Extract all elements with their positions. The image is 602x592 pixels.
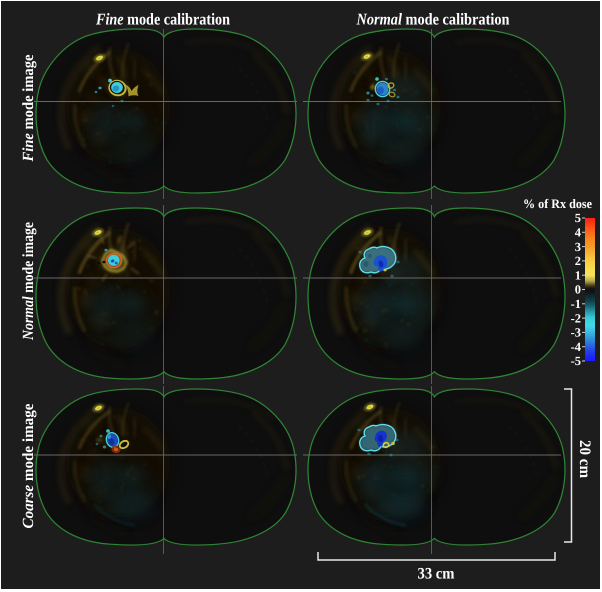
svg-text:% of Rx dose: % of Rx dose bbox=[523, 196, 592, 211]
svg-text:0: 0 bbox=[575, 283, 581, 297]
svg-text:-3: -3 bbox=[571, 326, 581, 340]
svg-text:4: 4 bbox=[575, 226, 582, 240]
svg-text:1: 1 bbox=[575, 268, 581, 282]
svg-text:Coarse mode image: Coarse mode image bbox=[20, 403, 37, 528]
svg-text:33 cm: 33 cm bbox=[418, 566, 456, 583]
svg-text:Normal mode image: Normal mode image bbox=[20, 222, 37, 341]
svg-text:-2: -2 bbox=[571, 311, 581, 325]
svg-text:-5: -5 bbox=[571, 354, 581, 368]
svg-text:3: 3 bbox=[575, 240, 581, 254]
svg-text:-1: -1 bbox=[571, 297, 581, 311]
svg-text:5: 5 bbox=[575, 211, 581, 225]
svg-text:-4: -4 bbox=[571, 340, 582, 354]
svg-text:Normal mode calibration: Normal mode calibration bbox=[356, 10, 510, 29]
svg-text:Fine mode calibration: Fine mode calibration bbox=[95, 10, 230, 29]
svg-text:Fine mode image: Fine mode image bbox=[20, 54, 37, 162]
svg-text:20 cm: 20 cm bbox=[576, 440, 593, 479]
svg-text:2: 2 bbox=[575, 254, 581, 268]
